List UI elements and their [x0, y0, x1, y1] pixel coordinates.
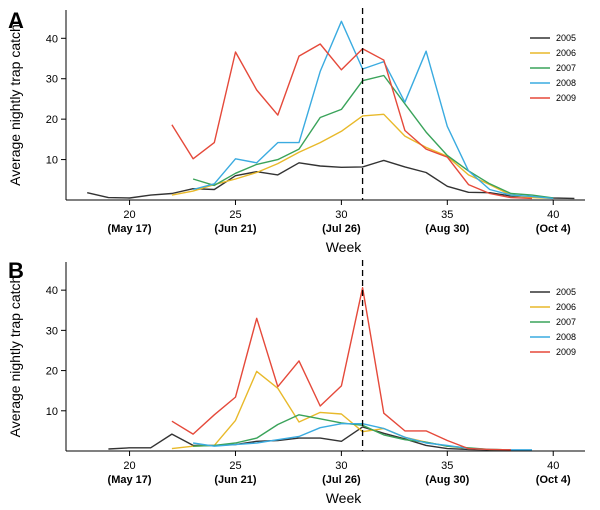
- series-line-2005: [87, 159, 575, 200]
- series-line-2008: [192, 20, 554, 200]
- series-line-2007: [192, 74, 554, 199]
- x-tick-date-label: (May 17): [108, 223, 152, 235]
- y-tick-label: 20: [46, 114, 58, 126]
- x-tick-label: 20: [123, 209, 135, 221]
- series-line-2009: [171, 43, 533, 200]
- y-tick-label: 30: [46, 74, 58, 86]
- x-tick-date-label: (May 17): [108, 474, 152, 486]
- x-tick-date-label: (Jun 21): [214, 223, 257, 235]
- panel-B: B 10 20 30 40 20 (May 17) 25 (Jun 21) 30 (Jul 26) 3…: [7, 258, 585, 506]
- y-tick-label: 10: [46, 406, 58, 418]
- y-tick-label: 40: [46, 285, 58, 297]
- legend-label-2008: 2008: [556, 332, 576, 342]
- y-tick-label: 20: [46, 366, 58, 378]
- x-tick-label: 25: [229, 209, 241, 221]
- x-tick-date-label: (Oct 4): [536, 474, 571, 486]
- x-tick-date-label: (Jul 26): [322, 474, 361, 486]
- x-tick-label: 30: [335, 460, 347, 472]
- legend-label-2006: 2006: [556, 48, 576, 58]
- x-axis-title: Week: [326, 239, 363, 255]
- x-tick-label: 40: [547, 209, 559, 221]
- series-line-2009: [171, 287, 511, 451]
- x-axis-title: Week: [326, 490, 363, 506]
- legend-label-2008: 2008: [556, 78, 576, 88]
- series-line-2005: [108, 426, 511, 451]
- y-tick-label: 10: [46, 155, 58, 167]
- legend-label-2009: 2009: [556, 93, 576, 103]
- legend-label-2006: 2006: [556, 302, 576, 312]
- legend-label-2007: 2007: [556, 63, 576, 73]
- legend-label-2009: 2009: [556, 347, 576, 357]
- legend-label-2007: 2007: [556, 317, 576, 327]
- panel-letter-B: B: [8, 258, 24, 283]
- y-tick-label: 40: [46, 33, 58, 45]
- x-tick-label: 35: [441, 209, 453, 221]
- y-tick-label: 30: [46, 325, 58, 337]
- legend: 2005 2006 2007 2008 2009: [530, 287, 576, 357]
- y-axis-title: Average nightly trap catch: [7, 276, 23, 438]
- x-tick-label: 25: [229, 460, 241, 472]
- x-tick-date-label: (Aug 30): [425, 474, 469, 486]
- x-tick-date-label: (Jul 26): [322, 223, 361, 235]
- x-tick-label: 20: [123, 460, 135, 472]
- series-line-2006: [171, 113, 554, 200]
- legend-label-2005: 2005: [556, 287, 576, 297]
- x-tick-date-label: (Oct 4): [536, 223, 571, 235]
- x-tick-date-label: (Aug 30): [425, 223, 469, 235]
- x-tick-date-label: (Jun 21): [214, 474, 257, 486]
- panel-A: A 10 20 30 40 20 (May 17) 25 (Jun 21) 30 (Jul 26) 3…: [7, 8, 585, 255]
- x-tick-label: 40: [547, 460, 559, 472]
- x-tick-label: 30: [335, 209, 347, 221]
- legend-label-2005: 2005: [556, 33, 576, 43]
- panel-letter-A: A: [8, 8, 24, 33]
- y-axis-title: Average nightly trap catch: [7, 24, 23, 186]
- x-tick-label: 35: [441, 460, 453, 472]
- legend: 2005 2006 2007 2008 2009: [530, 33, 576, 103]
